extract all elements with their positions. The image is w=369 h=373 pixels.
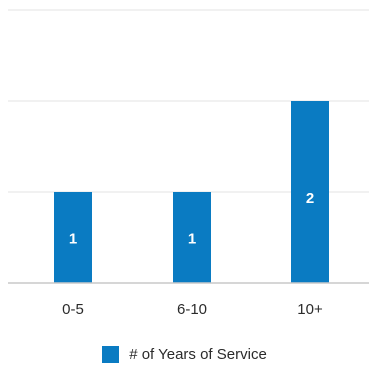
x-tick-label: 0-5	[62, 301, 84, 318]
bar-value-label: 2	[306, 190, 314, 207]
bar	[173, 192, 211, 283]
legend: # of Years of Service	[0, 341, 369, 367]
bar-value-label: 1	[188, 231, 196, 248]
bar-value-label: 1	[69, 231, 77, 248]
x-tick-label: 6-10	[177, 301, 207, 318]
legend-label: # of Years of Service	[129, 345, 267, 363]
x-tick-label: 10+	[297, 301, 323, 318]
bar	[291, 101, 329, 283]
bar-chart-plot: 1 1 2 0-5 6-10 10+	[8, 9, 369, 318]
bar	[54, 192, 92, 283]
legend-swatch	[102, 345, 120, 363]
